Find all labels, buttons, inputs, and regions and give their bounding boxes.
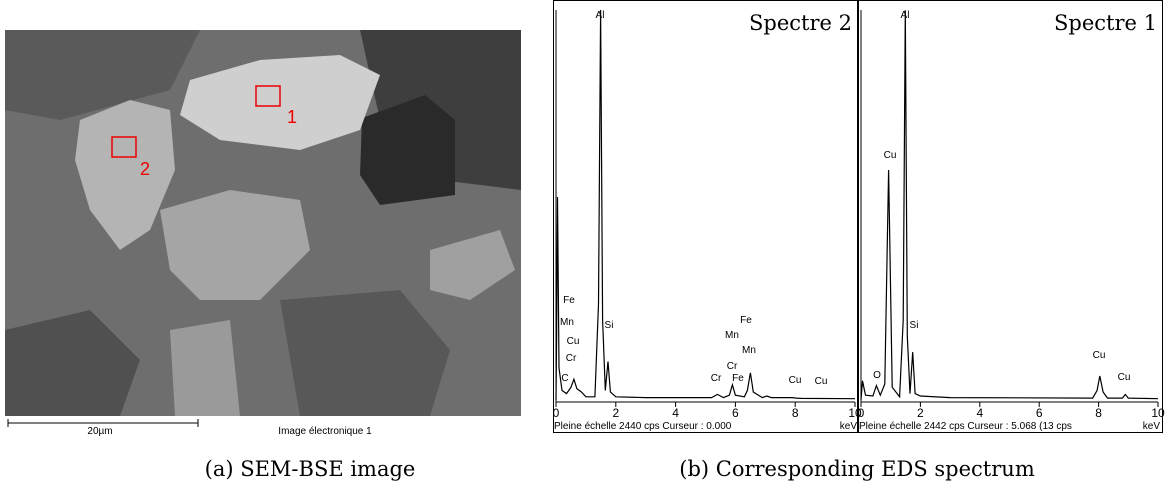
x-axis-label: keV — [840, 421, 858, 432]
x-tick-label: 0 — [553, 406, 560, 420]
sem-grain — [360, 95, 455, 205]
peak-label: Cu — [1118, 372, 1131, 383]
sem-grain — [170, 320, 240, 416]
x-tick-label: 8 — [792, 406, 799, 420]
peak-label: O — [873, 370, 881, 381]
peak-label: Cu — [789, 375, 802, 386]
caption: (a) SEM-BSE image — [205, 457, 416, 481]
peak-label: Fe — [563, 295, 575, 306]
region-label: 2 — [140, 159, 150, 179]
spectrum-footer: Pleine échelle 2440 cps Curseur : 0.000 — [554, 421, 732, 432]
peak-label: Si — [910, 320, 919, 331]
peak-label: Mn — [560, 317, 574, 328]
peak-label: Si — [605, 320, 614, 331]
x-tick-label: 4 — [672, 406, 679, 420]
x-tick-label: 10 — [1151, 406, 1165, 420]
x-tick-label: 10 — [848, 406, 862, 420]
peak-label: Cr — [711, 373, 722, 384]
region-label: 1 — [287, 107, 297, 127]
peak-label: Cu — [1093, 350, 1106, 361]
spectrum-line — [555, 9, 856, 401]
x-axis-label: keV — [1143, 421, 1161, 432]
x-tick-label: 0 — [858, 406, 865, 420]
sem-grain — [280, 290, 450, 416]
x-tick-label: 6 — [732, 406, 739, 420]
peak-label: Cu — [884, 150, 897, 161]
peak-label: Fe — [732, 373, 744, 384]
peak-label: Cr — [566, 353, 577, 364]
spectrum-title: Spectre 1 — [1054, 11, 1157, 35]
x-tick-label: 4 — [976, 406, 983, 420]
peak-label: Mn — [725, 330, 739, 341]
region-box — [111, 136, 137, 158]
region-box — [255, 85, 281, 107]
scale-bar-label: 20µm — [87, 426, 112, 437]
peak-label: Cu — [815, 376, 828, 387]
image-footer: Image électronique 1 — [278, 426, 372, 437]
peak-label: Cr — [727, 361, 738, 372]
sem-grain — [75, 100, 175, 250]
x-tick-label: 8 — [1095, 406, 1102, 420]
spectrum-title: Spectre 2 — [749, 11, 852, 35]
peak-label: Al — [901, 10, 910, 21]
peak-label: C — [561, 373, 568, 384]
x-tick-label: 2 — [917, 406, 924, 420]
sem-grain — [430, 230, 515, 300]
sem-image: 1 2 20µm Image électronique 1 — [5, 30, 521, 437]
x-tick-label: 2 — [612, 406, 619, 420]
caption: (b) Corresponding EDS spectrum — [679, 457, 1035, 481]
sem-grain — [5, 310, 140, 416]
peak-label: Fe — [740, 315, 752, 326]
x-tick-label: 6 — [1036, 406, 1043, 420]
sem-grain — [5, 30, 200, 120]
peak-label: Al — [596, 10, 605, 21]
spectrum-line — [860, 10, 1159, 401]
sem-grain — [160, 190, 310, 300]
peak-label: Mn — [742, 345, 756, 356]
spectrum-footer: Pleine échelle 2442 cps Curseur : 5.068 … — [859, 421, 1072, 432]
peak-label: Cu — [567, 336, 580, 347]
